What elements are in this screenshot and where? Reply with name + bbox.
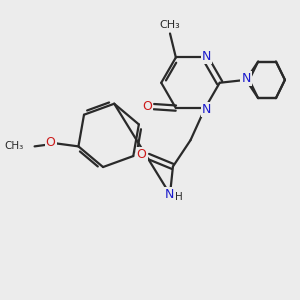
Text: CH₃: CH₃ [160, 20, 180, 30]
Text: O: O [142, 100, 152, 112]
Text: O: O [137, 148, 147, 161]
Text: N: N [202, 103, 211, 116]
Text: N: N [241, 73, 251, 85]
Text: N: N [165, 188, 174, 201]
Text: H: H [176, 192, 183, 202]
Text: N: N [202, 50, 211, 62]
Text: O: O [46, 136, 56, 149]
Text: CH₃: CH₃ [4, 141, 23, 152]
